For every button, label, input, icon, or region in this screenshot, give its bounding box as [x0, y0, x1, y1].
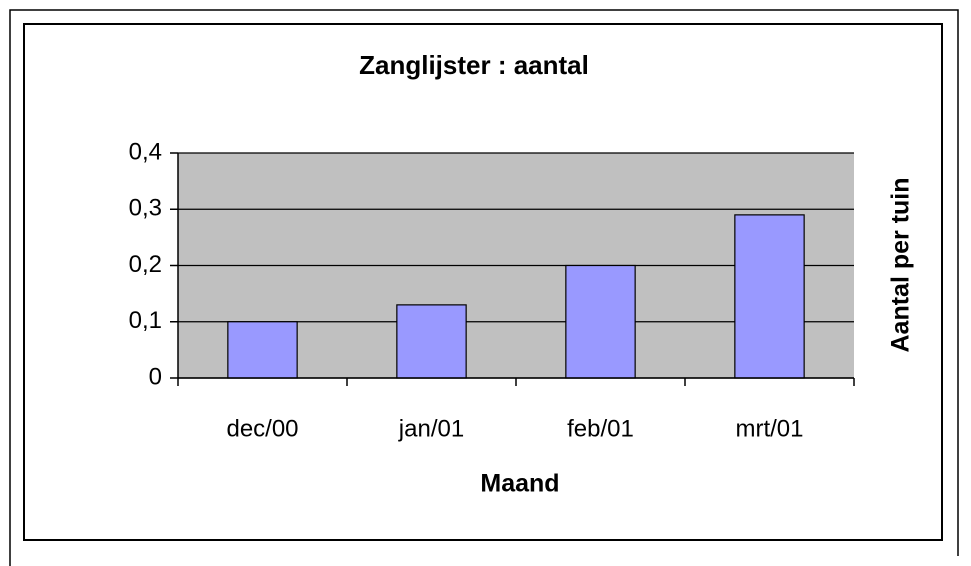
y-tick-label: 0,1	[129, 307, 162, 334]
x-tick-label: mrt/01	[735, 415, 803, 442]
bar	[396, 304, 467, 379]
x-tick-label: feb/01	[567, 415, 634, 442]
y-tick-label: 0,3	[129, 195, 162, 222]
bar	[565, 264, 636, 379]
x-axis-label: Maand	[480, 470, 559, 498]
y-tick-label: 0,4	[129, 138, 162, 165]
x-tick-label: dec/00	[226, 415, 298, 442]
outer-frame	[9, 9, 959, 566]
bar	[734, 214, 805, 379]
y-tick-label: 0,2	[129, 251, 162, 278]
bar	[227, 321, 298, 379]
y-tick-label: 0	[149, 363, 162, 390]
y-axis-label: Aantal per tuin	[887, 177, 915, 352]
chart-title: Zanglijster : aantal	[359, 50, 589, 80]
x-tick-label: jan/01	[398, 415, 464, 442]
